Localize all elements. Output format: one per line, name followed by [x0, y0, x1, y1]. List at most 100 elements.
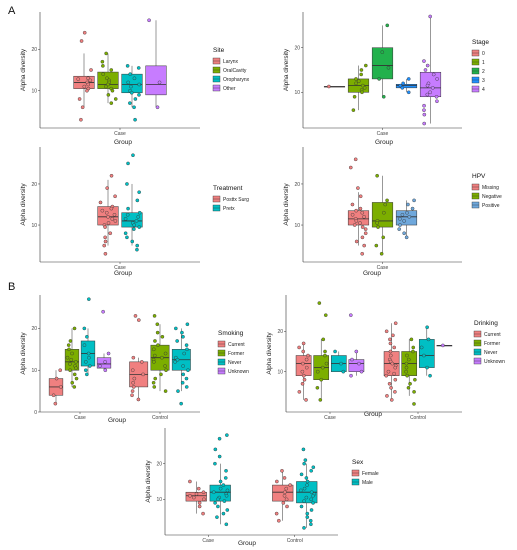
legend-label: Other [223, 86, 236, 92]
data-point [354, 208, 358, 213]
data-point [151, 347, 156, 352]
data-point [425, 63, 430, 68]
data-point [304, 476, 309, 480]
legend-label: Never [484, 350, 498, 356]
data-point [430, 86, 435, 90]
legend-label: Current [228, 342, 245, 348]
data-point [218, 486, 223, 491]
data-point [109, 173, 114, 178]
data-point [398, 223, 402, 227]
data-point [68, 339, 73, 343]
y-tick-label: 20 [277, 329, 283, 335]
data-point [113, 219, 118, 223]
data-point [385, 198, 389, 203]
data-point [300, 369, 305, 374]
chart-b3: 10 20 Alpha diversity Group Case Control Sex Fe… [145, 428, 379, 547]
data-point [385, 394, 389, 398]
data-point [311, 465, 316, 470]
data-point [284, 486, 289, 491]
data-point [123, 231, 128, 236]
data-point [375, 221, 379, 225]
data-point [67, 347, 71, 352]
data-point [58, 368, 63, 373]
data-point [135, 243, 140, 248]
data-point [126, 161, 130, 166]
data-point [188, 493, 192, 498]
data-point [82, 84, 87, 89]
box-larynx [73, 30, 95, 122]
data-point [406, 90, 411, 95]
data-point [363, 231, 368, 236]
data-point [358, 221, 362, 225]
data-point [129, 90, 134, 95]
data-point [349, 373, 353, 378]
legend-label: Negative [482, 194, 502, 200]
data-point [425, 365, 429, 370]
data-point [213, 501, 217, 505]
panel-label-a: A [8, 5, 16, 17]
data-point [353, 157, 358, 162]
data-point [137, 225, 142, 229]
data-point [84, 360, 88, 364]
data-point [393, 365, 398, 370]
legend-label: Posttx Surg [223, 197, 249, 203]
data-point [302, 377, 307, 382]
data-point [357, 361, 361, 366]
data-point [174, 326, 178, 331]
data-point [163, 364, 167, 368]
data-point [359, 369, 364, 374]
data-point [133, 97, 138, 101]
data-point [375, 173, 379, 178]
data-point [302, 499, 306, 503]
data-point [282, 493, 287, 498]
y-tick-label: 10 [294, 223, 300, 229]
legend: Smoking Current Former Never Unknown [217, 330, 249, 375]
data-point [130, 389, 135, 393]
data-point [428, 14, 432, 19]
data-point [100, 208, 105, 213]
data-point [103, 239, 108, 244]
data-point [125, 212, 130, 217]
data-point [72, 372, 77, 377]
chart-b1: 0 10 20 Alpha diversity Group Case Control Smok… [20, 295, 249, 424]
data-point [68, 368, 72, 373]
box-negative [371, 173, 394, 256]
data-point [305, 479, 310, 484]
box-posttx-surg [97, 173, 119, 256]
data-point [109, 68, 114, 72]
data-point [98, 200, 103, 205]
data-point [398, 83, 403, 88]
data-point [85, 372, 89, 377]
data-point [412, 198, 416, 203]
data-point [299, 472, 304, 477]
data-point [103, 251, 108, 256]
data-point [110, 88, 115, 93]
data-point [301, 361, 305, 366]
data-point [106, 351, 111, 356]
data-point [164, 368, 168, 373]
data-point [216, 497, 220, 502]
data-point [406, 77, 411, 81]
data-point [216, 504, 220, 509]
data-point [173, 360, 177, 364]
data-point [113, 97, 118, 101]
data-point [392, 345, 396, 350]
data-point [311, 493, 315, 498]
data-point [297, 390, 302, 394]
data-point [393, 377, 398, 382]
data-point [304, 365, 309, 370]
data-point [422, 103, 426, 108]
data-point [441, 343, 445, 348]
data-point [51, 393, 56, 398]
box-never [80, 297, 96, 377]
data-point [393, 321, 398, 326]
data-point [386, 369, 391, 374]
legend-label: 0 [482, 51, 485, 57]
data-point [201, 490, 206, 495]
data-point [106, 221, 111, 225]
data-point [400, 212, 405, 217]
data-point [153, 339, 157, 343]
data-point [103, 368, 108, 373]
box-positive [395, 198, 418, 240]
legend-title: Smoking [218, 330, 244, 337]
